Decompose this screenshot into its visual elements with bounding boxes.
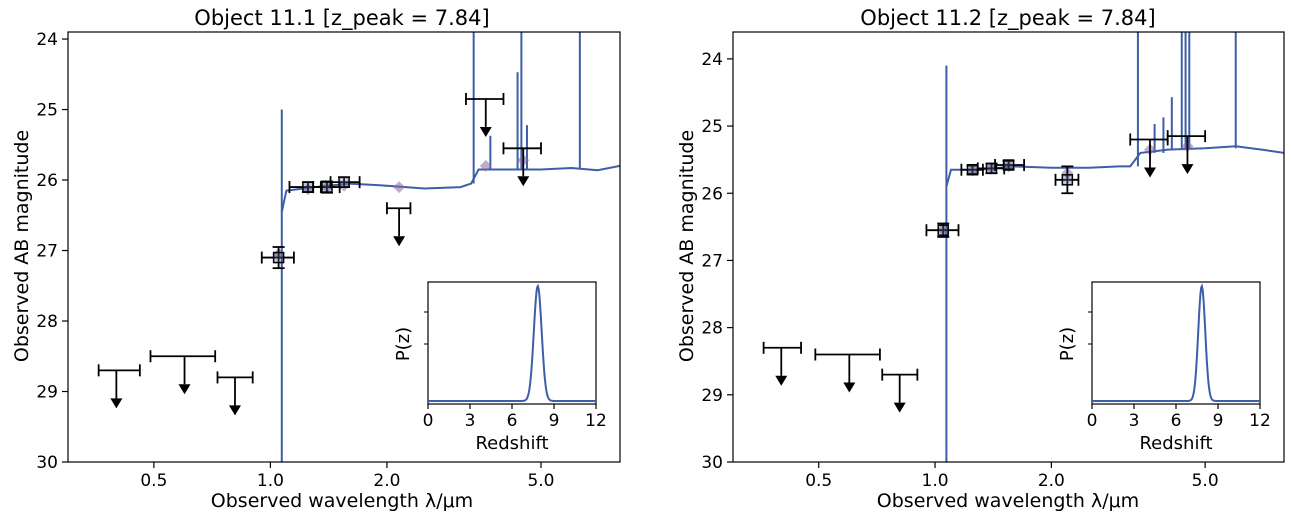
y-tick-label: 30 [36,453,58,473]
x-tick-label: 2.0 [373,471,400,491]
y-tick-label: 26 [701,184,723,204]
photometry-square-marker [302,181,314,193]
x-tick-label: 0.5 [140,471,167,491]
upper-limit-arrowhead [517,176,530,187]
upper-limit-marker [216,371,254,416]
x-tick-label: 5.0 [527,471,554,491]
panel-title: Object 11.2 [z_peak = 7.84] [860,6,1155,31]
y-tick-label: 27 [36,242,58,262]
photometry-point [329,176,361,189]
inset-pz-curve [1092,283,1260,402]
y-tick-label: 24 [701,50,723,70]
upper-limit-marker [97,364,141,409]
upper-limit-marker [814,348,881,393]
inset-x-tick-label: 0 [1087,411,1098,431]
panel-object-11-2: Object 11.2 [z_peak = 7.84] Observed wav… [676,6,1285,512]
upper-limit-arrowhead [110,398,123,409]
x-tick-label: 1.0 [922,471,949,491]
inset-pz-curve [428,283,596,402]
photometry-square-marker [338,176,350,188]
upper-limit-arrowhead [775,375,788,386]
inset-y-label: P(z) [1057,327,1078,361]
y-axis-label: Observed AB magnitude [11,130,33,362]
upper-limit-marker [465,92,505,137]
upper-limit-marker [762,341,802,386]
upper-limit-arrowhead [843,382,856,393]
x-tick-label: 0.5 [805,471,832,491]
plot-frame [732,31,1285,463]
upper-limit-arrowhead [893,402,906,413]
upper-limit-marker [502,142,542,187]
upper-limit-arrowhead [178,384,191,395]
photometry-square-marker [937,224,949,236]
photometry-square-marker [321,181,333,193]
inset-x-tick-label: 9 [549,411,560,431]
upper-limit-marker [1129,133,1169,178]
y-tick-label: 30 [701,453,723,473]
y-tick-label: 28 [701,319,723,339]
photometry-point [260,246,295,270]
x-axis-label: Observed wavelength λ/μm [877,490,1139,512]
x-tick-label: 5.0 [1192,471,1219,491]
inset-x-tick-label: 12 [585,411,607,431]
photometry-square-marker [985,162,998,175]
inset-x-tick-label: 0 [423,411,434,431]
photometry-square-marker [966,163,979,176]
photometry-point [960,163,984,176]
y-tick-label: 24 [36,30,58,50]
y-tick-label: 27 [701,251,723,271]
y-tick-label: 25 [701,117,723,137]
photometry-point [925,222,960,238]
upper-limit-marker [881,368,919,413]
inset-frame [1091,281,1261,405]
upper-limit-arrowhead [1181,164,1194,175]
inset-x-label: Redshift [475,433,548,454]
model-photometry-diamond [479,159,492,172]
inset-frame [427,281,597,405]
x-axis-label: Observed wavelength λ/μm [211,490,473,512]
upper-limit-arrowhead [393,236,406,247]
upper-limit-arrowhead [228,405,241,416]
x-tick-label: 2.0 [1038,471,1065,491]
y-axis-label: Observed AB magnitude [676,130,698,362]
inset-y-label: P(z) [393,327,414,361]
upper-limit-marker [386,202,412,247]
upper-limit-marker [1166,130,1207,175]
y-tick-label: 29 [701,386,723,406]
panel-object-11-1: Object 11.1 [z_peak = 7.84] Observed wav… [11,6,621,512]
panel-title: Object 11.1 [z_peak = 7.84] [194,6,489,31]
model-photometry-diamond [393,181,406,194]
y-tick-label: 28 [36,312,58,332]
photometry-point [976,162,1006,175]
photometry-square-marker [1002,159,1015,171]
upper-limit-marker [149,350,217,395]
inset-x-tick-label: 9 [1213,411,1224,431]
y-tick-label: 29 [36,383,58,403]
inset-x-tick-label: 6 [1171,411,1182,431]
x-tick-label: 1.0 [257,471,284,491]
inset-x-tick-label: 3 [1129,411,1140,431]
photometry-point [994,159,1025,172]
upper-limit-arrowhead [479,126,492,137]
photometry-point [1054,165,1080,195]
inset-x-tick-label: 12 [1249,411,1271,431]
inset-x-tick-label: 6 [507,411,518,431]
y-tick-label: 26 [36,171,58,191]
inset-x-label: Redshift [1139,433,1212,454]
upper-limit-arrowhead [1143,167,1156,178]
photometry-square-marker [1061,174,1074,186]
photometry-square-marker [272,251,285,264]
plot-frame [67,31,621,463]
inset-x-tick-label: 3 [465,411,476,431]
y-tick-label: 25 [36,101,58,121]
